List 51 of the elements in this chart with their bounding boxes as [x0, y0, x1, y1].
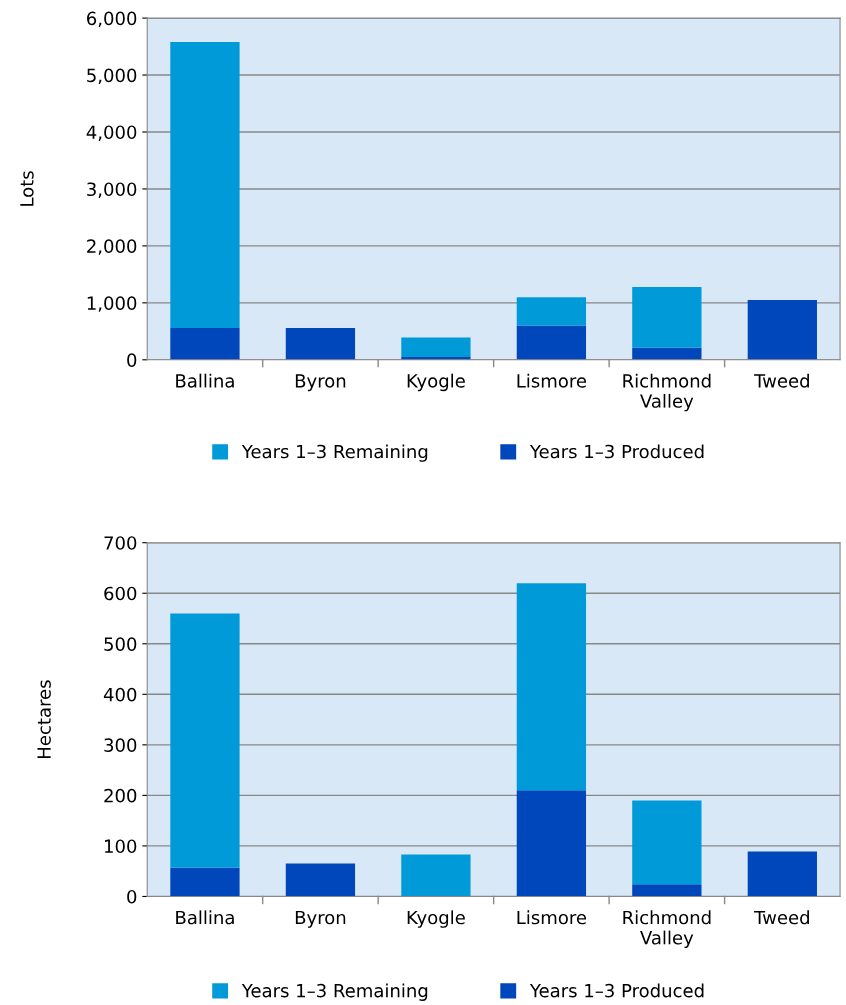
y-tick-label: 500 — [104, 637, 137, 651]
x-tick-label: Kyogle — [407, 910, 465, 928]
y-axis-title: Hectares — [37, 680, 51, 758]
y-tick-label: 400 — [103, 687, 137, 702]
y-tick-label: 100 — [105, 839, 137, 854]
bar — [285, 327, 356, 360]
bar — [632, 884, 702, 897]
y-tick-label: 3,000 — [87, 182, 137, 198]
bar — [632, 347, 702, 360]
bar — [170, 327, 240, 360]
x-tick-label: Richmond Valley — [623, 373, 711, 412]
x-tick-label: Kyogle — [407, 373, 465, 392]
x-tick-label: Lismore — [517, 910, 587, 925]
x-tick-label: Ballina — [176, 910, 234, 925]
x-tick-label: Byron — [295, 910, 346, 928]
y-axis-title: Lots — [20, 171, 34, 206]
legend-label: Years 1–3 Remaining — [241, 444, 428, 462]
bar — [170, 42, 240, 328]
bar — [170, 613, 240, 868]
bar — [747, 851, 817, 897]
y-tick-label: 1,000 — [87, 296, 137, 312]
bar — [747, 299, 817, 360]
bar — [632, 286, 702, 348]
bar — [401, 337, 471, 357]
legend-label: Years 1–3 Produced — [529, 983, 704, 998]
bar — [516, 297, 587, 326]
x-tick-label: Richmond Valley — [623, 910, 711, 949]
bar — [516, 583, 587, 791]
y-tick-label: 200 — [104, 788, 137, 803]
bar — [516, 790, 587, 897]
x-tick-label: Tweed — [754, 910, 809, 925]
y-tick-label: 5,000 — [87, 68, 137, 84]
x-tick-label: Byron — [295, 374, 346, 392]
legend-label: Years 1–3 Produced — [529, 444, 704, 459]
x-tick-label: Tweed — [754, 373, 809, 388]
y-tick-label: 700 — [104, 536, 137, 550]
y-tick-label: 600 — [104, 586, 137, 601]
bar — [401, 854, 471, 897]
x-tick-label: Lismore — [517, 373, 587, 388]
bar — [632, 800, 702, 885]
y-tick-label: 4,000 — [86, 125, 137, 141]
y-tick-label: 0 — [127, 889, 137, 904]
y-tick-label: 2,000 — [87, 239, 137, 255]
legend-label: Years 1–3 Remaining — [241, 983, 428, 1001]
bar — [170, 867, 240, 897]
y-tick-label: 0 — [127, 353, 137, 367]
bar — [285, 863, 356, 897]
bar — [516, 325, 587, 360]
y-tick-label: 300 — [104, 738, 137, 752]
x-tick-label: Ballina — [176, 373, 234, 388]
y-tick-label: 6,000 — [87, 11, 137, 28]
